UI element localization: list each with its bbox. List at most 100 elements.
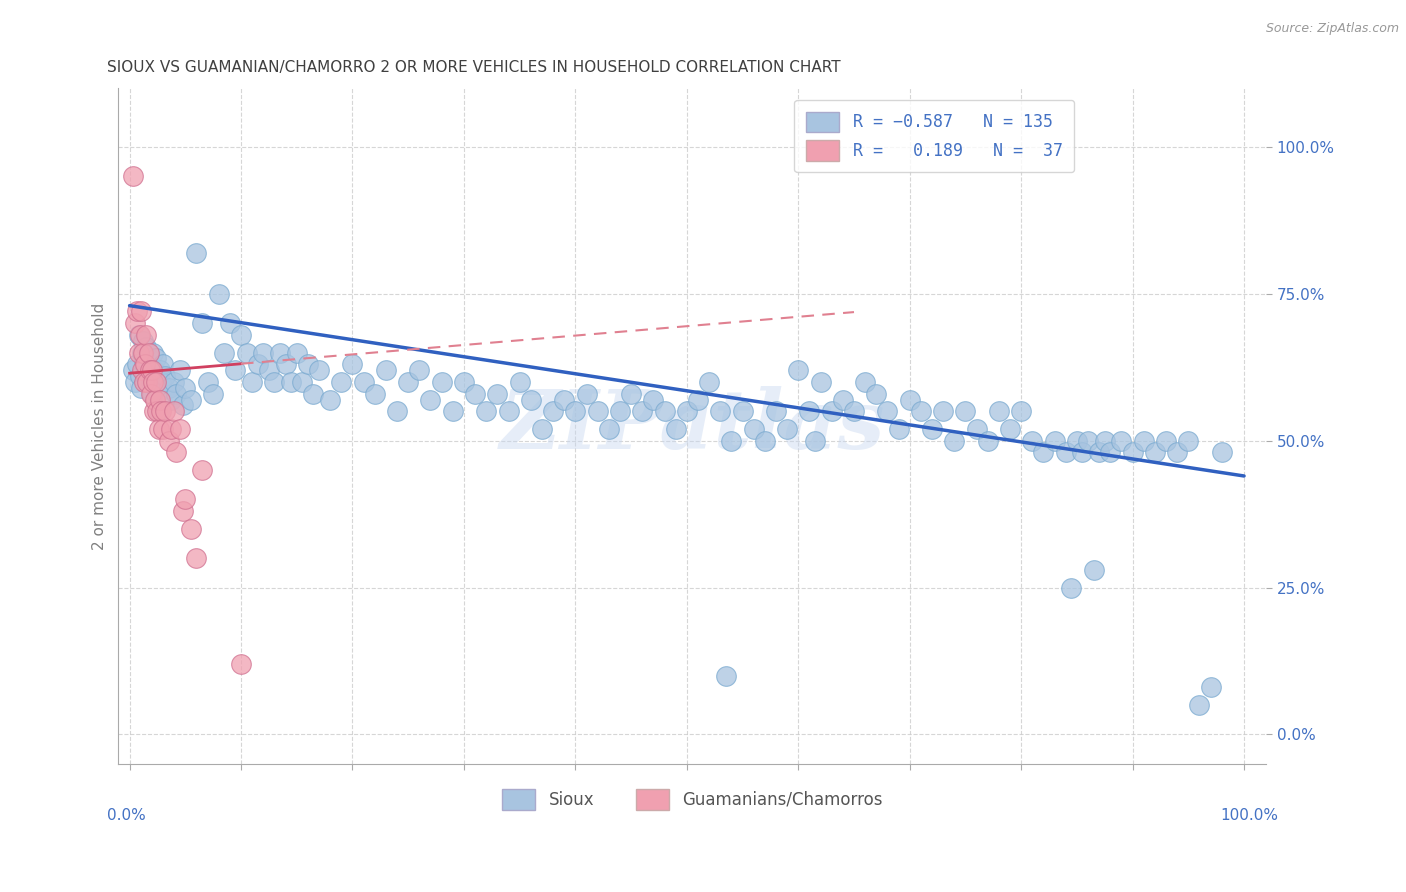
Point — [1043, 434, 1066, 448]
Point — [714, 669, 737, 683]
Point — [799, 404, 821, 418]
Point — [631, 404, 654, 418]
Point — [620, 386, 643, 401]
Point — [229, 657, 252, 671]
Point — [776, 422, 799, 436]
Point — [122, 169, 145, 184]
Point — [586, 404, 609, 418]
Point — [131, 363, 153, 377]
Point — [564, 404, 586, 418]
Point — [987, 404, 1010, 418]
Point — [553, 392, 575, 407]
Point — [408, 363, 430, 377]
Point — [129, 381, 152, 395]
Point — [191, 316, 214, 330]
Point — [159, 422, 181, 436]
Point — [169, 363, 191, 377]
Point — [810, 375, 832, 389]
Point — [1166, 445, 1188, 459]
Point — [152, 422, 174, 436]
Point — [1188, 698, 1211, 712]
Text: 0.0%: 0.0% — [107, 808, 146, 822]
Point — [157, 381, 180, 395]
Point — [138, 351, 160, 366]
Point — [541, 404, 564, 418]
Point — [966, 422, 988, 436]
Point — [665, 422, 688, 436]
Point — [1021, 434, 1043, 448]
Point — [1199, 681, 1222, 695]
Point — [731, 404, 754, 418]
Point — [1032, 445, 1054, 459]
Legend: Sioux, Guamanians/Chamorros: Sioux, Guamanians/Chamorros — [495, 782, 890, 816]
Point — [180, 392, 202, 407]
Point — [419, 392, 441, 407]
Point — [297, 357, 319, 371]
Point — [274, 357, 297, 371]
Point — [430, 375, 453, 389]
Point — [342, 357, 364, 371]
Point — [1094, 434, 1116, 448]
Point — [821, 404, 844, 418]
Point — [654, 404, 676, 418]
Point — [1211, 445, 1233, 459]
Point — [998, 422, 1021, 436]
Point — [149, 375, 172, 389]
Point — [152, 357, 174, 371]
Point — [842, 404, 865, 418]
Point — [686, 392, 709, 407]
Point — [1088, 445, 1111, 459]
Point — [186, 245, 208, 260]
Point — [138, 363, 160, 377]
Point — [675, 404, 697, 418]
Point — [191, 463, 214, 477]
Point — [139, 375, 162, 389]
Point — [246, 357, 269, 371]
Point — [124, 316, 146, 330]
Point — [139, 386, 162, 401]
Point — [280, 375, 302, 389]
Point — [385, 404, 408, 418]
Point — [155, 369, 177, 384]
Point — [229, 328, 252, 343]
Point — [486, 386, 509, 401]
Point — [932, 404, 955, 418]
Point — [127, 304, 149, 318]
Point — [138, 345, 160, 359]
Point — [172, 399, 194, 413]
Point — [1060, 581, 1083, 595]
Point — [453, 375, 475, 389]
Point — [804, 434, 827, 448]
Point — [853, 375, 876, 389]
Point — [142, 345, 165, 359]
Point — [1077, 434, 1099, 448]
Point — [165, 386, 187, 401]
Point — [202, 386, 225, 401]
Point — [754, 434, 776, 448]
Point — [263, 375, 285, 389]
Point — [235, 345, 257, 359]
Point — [865, 386, 887, 401]
Point — [135, 340, 157, 354]
Point — [575, 386, 598, 401]
Point — [720, 434, 742, 448]
Point — [155, 404, 177, 418]
Point — [1143, 445, 1166, 459]
Point — [224, 363, 246, 377]
Point — [530, 422, 553, 436]
Point — [145, 375, 167, 389]
Point — [240, 375, 263, 389]
Point — [143, 392, 166, 407]
Point — [148, 422, 170, 436]
Point — [257, 363, 280, 377]
Point — [214, 345, 236, 359]
Point — [180, 522, 202, 536]
Point — [128, 328, 150, 343]
Point — [129, 304, 152, 318]
Point — [887, 422, 910, 436]
Point — [898, 392, 921, 407]
Point — [219, 316, 242, 330]
Text: 100.0%: 100.0% — [1220, 808, 1278, 822]
Point — [475, 404, 498, 418]
Point — [143, 404, 166, 418]
